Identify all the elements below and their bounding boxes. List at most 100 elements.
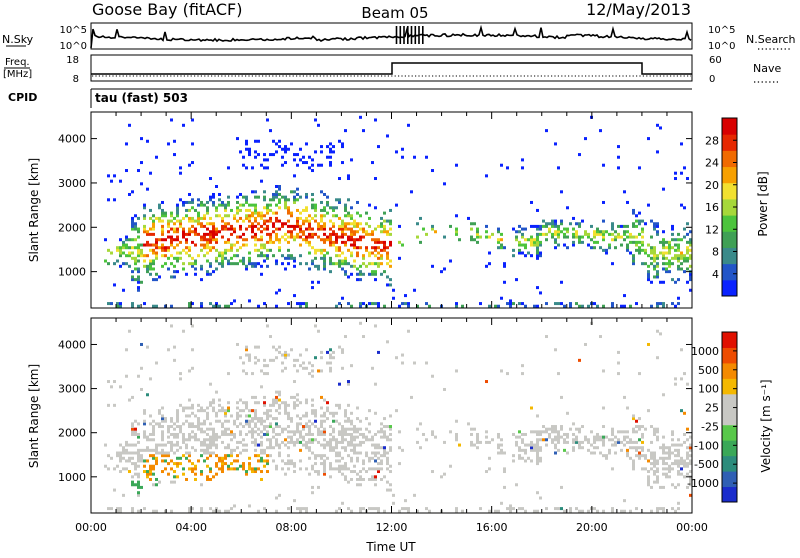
power-cell — [653, 275, 656, 279]
power-cell — [269, 216, 272, 220]
velocity-cell — [557, 372, 560, 376]
power-cell — [353, 238, 356, 242]
power-cell — [134, 267, 137, 271]
power-cell — [305, 227, 308, 231]
power-cell — [236, 240, 239, 244]
power-cell — [500, 232, 503, 236]
power-cell — [350, 222, 353, 226]
power-cell — [155, 304, 158, 308]
colorbar-tick-label: -100 — [694, 439, 719, 452]
velocity-cell — [659, 485, 662, 489]
velocity-cell — [212, 451, 215, 455]
velocity-cell — [293, 403, 296, 407]
power-cell — [320, 238, 323, 242]
power-cell — [644, 262, 647, 266]
velocity-cell — [380, 467, 383, 471]
velocity-cell — [536, 454, 539, 458]
power-cell — [293, 256, 296, 260]
power-cell — [356, 251, 359, 255]
power-cell — [686, 267, 689, 271]
power-cell — [191, 256, 194, 260]
velocity-cell — [305, 440, 308, 444]
power-cell — [302, 208, 305, 212]
power-cell — [554, 219, 557, 223]
power-cell — [113, 174, 116, 178]
velocity-cell — [215, 507, 218, 511]
velocity-cell — [485, 430, 488, 434]
power-cell — [566, 246, 569, 250]
power-cell — [290, 235, 293, 239]
velocity-cell — [284, 406, 287, 410]
velocity-cell — [167, 425, 170, 429]
power-cell — [335, 254, 338, 258]
velocity-cell — [674, 443, 677, 447]
power-cell — [224, 214, 227, 218]
velocity-cell — [560, 485, 563, 489]
velocity-cell — [251, 395, 254, 399]
power-cell — [227, 203, 230, 207]
power-cell — [383, 246, 386, 250]
velocity-cell — [662, 462, 665, 466]
power-cell — [152, 214, 155, 218]
velocity-cell — [263, 395, 266, 399]
power-cell — [278, 219, 281, 223]
power-cell — [674, 177, 677, 181]
power-cell — [269, 208, 272, 212]
velocity-cell — [125, 467, 128, 471]
velocity-cell — [188, 406, 191, 410]
power-cell — [650, 235, 653, 239]
velocity-cell — [269, 335, 272, 339]
power-cell — [341, 296, 344, 300]
power-cell — [245, 139, 248, 143]
velocity-cell — [254, 395, 257, 399]
velocity-cell — [215, 462, 218, 466]
velocity-cell — [320, 430, 323, 434]
velocity-cell — [197, 417, 200, 421]
velocity-cell — [308, 446, 311, 450]
power-cell — [260, 211, 263, 215]
power-cell — [389, 219, 392, 223]
velocity-cell — [521, 364, 524, 368]
velocity-cell — [569, 509, 572, 513]
velocity-cell — [200, 427, 203, 431]
power-cell — [269, 198, 272, 202]
velocity-cell — [539, 496, 542, 500]
power-cell — [146, 264, 149, 268]
velocity-cell — [395, 356, 398, 360]
power-cell — [530, 238, 533, 242]
power-cell — [275, 192, 278, 196]
power-cell — [200, 222, 203, 226]
velocity-cell — [374, 467, 377, 471]
power-cell — [146, 139, 149, 143]
velocity-cell — [506, 372, 509, 376]
velocity-cell — [353, 448, 356, 452]
power-ylabel: Slant Range [km] — [27, 158, 41, 262]
power-cell — [296, 224, 299, 228]
power-cell — [230, 224, 233, 228]
velocity-cell — [134, 467, 137, 471]
power-cell — [512, 302, 515, 306]
power-cell — [236, 235, 239, 239]
power-cell — [320, 227, 323, 231]
velocity-cell — [536, 462, 539, 466]
power-cell — [530, 224, 533, 228]
power-cell — [305, 208, 308, 212]
power-cell — [368, 302, 371, 306]
velocity-cell — [227, 464, 230, 468]
velocity-cell — [347, 432, 350, 436]
velocity-cell — [524, 451, 527, 455]
velocity-cell — [602, 406, 605, 410]
power-cell — [629, 235, 632, 239]
power-cell — [467, 216, 470, 220]
velocity-cell — [242, 448, 245, 452]
power-cell — [653, 251, 656, 255]
power-cell — [632, 259, 635, 263]
power-cell — [365, 230, 368, 234]
velocity-cell — [161, 435, 164, 439]
power-cell — [173, 264, 176, 268]
velocity-cell — [689, 446, 692, 450]
velocity-cell — [521, 456, 524, 460]
velocity-cell — [656, 475, 659, 479]
power-cell — [257, 214, 260, 218]
velocity-cell — [206, 448, 209, 452]
